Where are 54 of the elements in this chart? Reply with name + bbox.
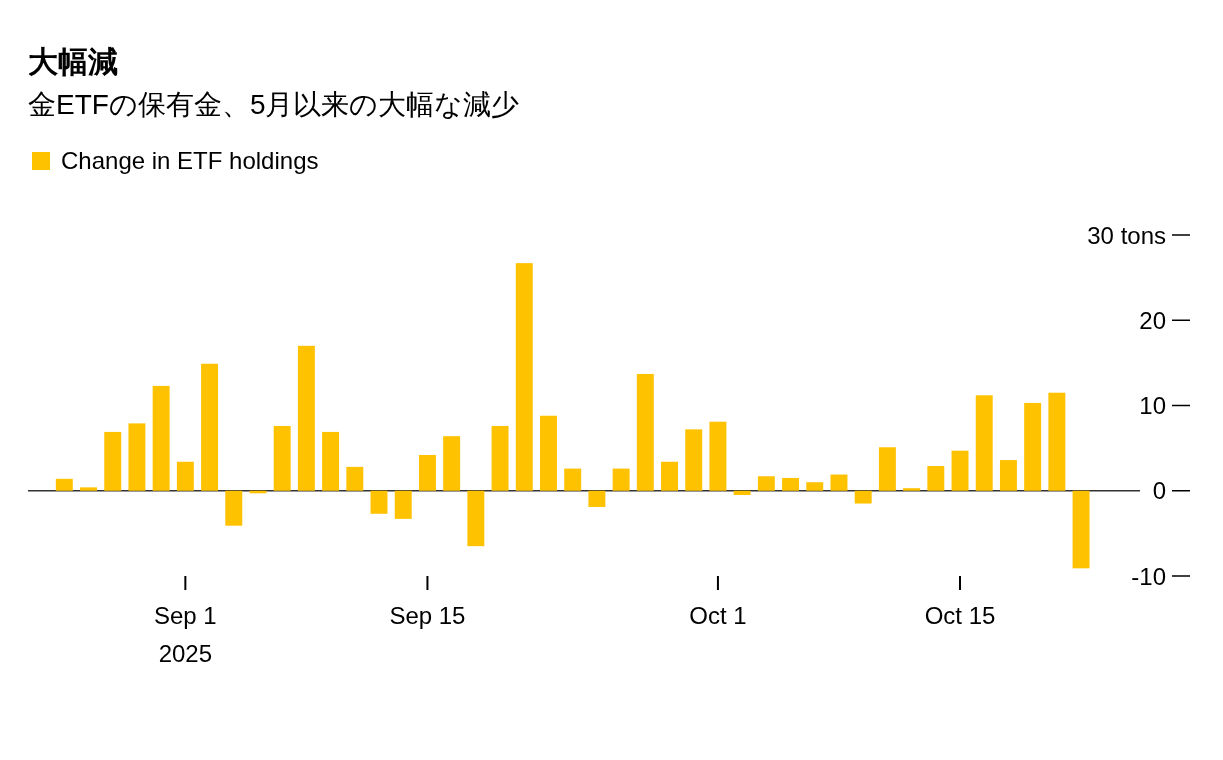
bar xyxy=(951,450,969,491)
bar xyxy=(540,415,557,491)
x-tick-label: Sep 1 2025 xyxy=(153,602,217,667)
bar xyxy=(80,487,97,491)
bar xyxy=(515,263,533,491)
bar xyxy=(564,468,582,491)
bar xyxy=(370,490,388,514)
bar xyxy=(346,466,364,491)
bar xyxy=(201,363,219,491)
x-tick-label: Sep 15 xyxy=(389,602,466,629)
x-tick-label: Oct 15 xyxy=(924,602,996,629)
legend-label: Change in ETF holdings xyxy=(61,147,319,174)
bar xyxy=(806,482,824,491)
bar xyxy=(55,478,73,491)
bar xyxy=(733,490,751,496)
bar xyxy=(612,468,630,491)
bar xyxy=(225,490,243,526)
bar xyxy=(1048,392,1066,491)
bar xyxy=(418,454,436,491)
bar xyxy=(467,490,485,547)
bar xyxy=(709,421,727,491)
chart-title: 大幅減 xyxy=(28,45,118,78)
bar xyxy=(830,474,848,491)
bar xyxy=(927,466,945,491)
bar xyxy=(273,425,291,491)
bar xyxy=(854,490,872,504)
bar xyxy=(322,431,340,491)
bar xyxy=(685,429,703,491)
y-tick-label: 20 xyxy=(1139,306,1166,334)
bar xyxy=(636,373,654,491)
bar xyxy=(757,476,775,491)
bar xyxy=(491,425,509,491)
bar xyxy=(128,423,146,491)
chart-subtitle: 金ETFの保有金、5月以来の大幅な減少 xyxy=(28,89,520,120)
y-tick-label: 10 xyxy=(1139,392,1166,419)
bar xyxy=(661,461,678,491)
bar xyxy=(152,385,170,491)
y-tick-label: 30 tons xyxy=(1087,221,1166,249)
bar xyxy=(588,490,606,507)
bar xyxy=(782,477,800,491)
bar xyxy=(1024,402,1042,491)
bar xyxy=(297,345,315,491)
bar xyxy=(1072,490,1090,569)
bar xyxy=(394,490,412,519)
y-tick-label: -10 xyxy=(1131,562,1166,590)
bar xyxy=(176,461,194,491)
bar xyxy=(999,460,1017,491)
bar xyxy=(104,431,122,491)
x-tick-label: Oct 1 xyxy=(689,602,747,629)
bar xyxy=(878,447,896,491)
bar xyxy=(975,395,993,491)
bar xyxy=(443,436,461,491)
y-tick-label: 0 xyxy=(1152,477,1166,505)
bar xyxy=(903,488,921,491)
